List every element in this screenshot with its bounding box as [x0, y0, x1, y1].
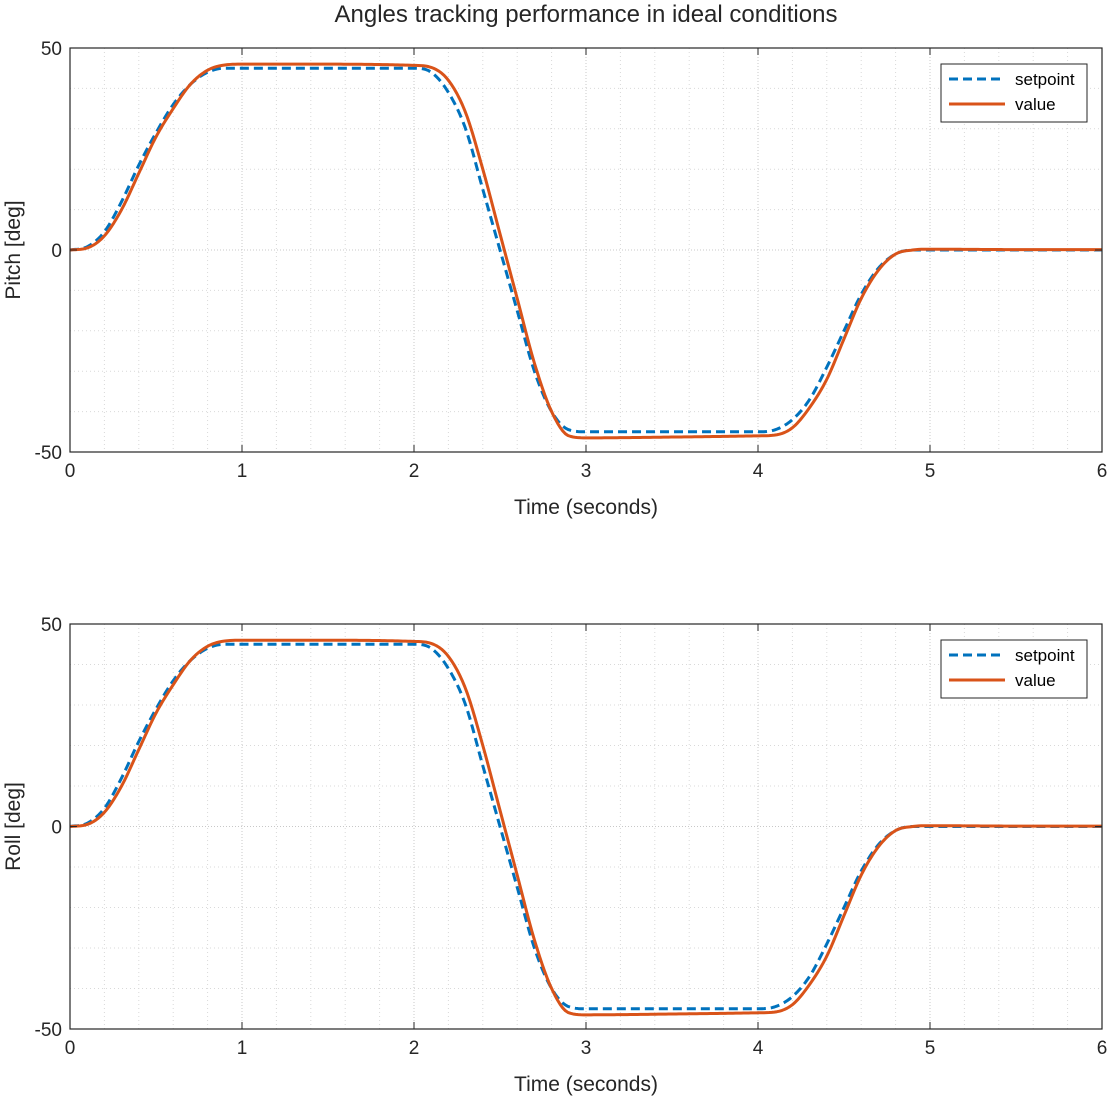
chart2-ytick-label: 0 [51, 818, 62, 839]
chart1-ytick-label: 0 [51, 241, 62, 262]
chart1-ytick-label: 50 [41, 39, 62, 60]
chart1-legend-label-value: value [1015, 95, 1056, 114]
chart1-ylabel: Pitch [deg] [2, 200, 25, 299]
chart1-legend-box [940, 63, 1088, 123]
chart2-ytick-label: -50 [35, 1020, 62, 1041]
chart1-ytick-label: -50 [35, 443, 62, 464]
chart1-series-value-line [69, 62, 1102, 440]
chart2-major-grid [70, 624, 1102, 1029]
chart2-legend-label-setpoint: setpoint [1015, 646, 1075, 665]
chart1-xtick-label: 5 [925, 461, 936, 482]
chart2-xtick-label: 2 [409, 1038, 420, 1059]
chart2-xtick-label: 6 [1097, 1038, 1108, 1059]
chart1-legend-label-setpoint: setpoint [1015, 70, 1075, 89]
chart2-xtick-label: 1 [237, 1038, 248, 1059]
chart2-xtick-label: 3 [581, 1038, 592, 1059]
chart2-ytick-label: 50 [41, 615, 62, 636]
chart1-xtick-label: 2 [409, 461, 420, 482]
chart2-xtick-label: 0 [65, 1038, 76, 1059]
chart2-series-value-line [69, 638, 1102, 1017]
chart2-xlabel: Time (seconds) [514, 1073, 658, 1096]
figure-title: Angles tracking performance in ideal con… [335, 1, 838, 28]
chart1-legend: setpoint value [940, 63, 1088, 123]
chart2-legend-box [940, 639, 1088, 699]
chart1-xtick-label: 0 [65, 461, 76, 482]
chart1-xtick-label: 1 [237, 461, 248, 482]
chart2-xtick-label: 4 [753, 1038, 764, 1059]
chart2-legend-label-value: value [1015, 671, 1056, 690]
chart2-ylabel: Roll [deg] [2, 782, 25, 871]
chart1-xtick-label: 4 [753, 461, 764, 482]
chart1-xlabel: Time (seconds) [514, 496, 658, 519]
chart2-xtick-label: 5 [925, 1038, 936, 1059]
chart2-legend: setpoint value [940, 639, 1088, 699]
chart1-xtick-label: 6 [1097, 461, 1108, 482]
chart1-xtick-label: 3 [581, 461, 592, 482]
